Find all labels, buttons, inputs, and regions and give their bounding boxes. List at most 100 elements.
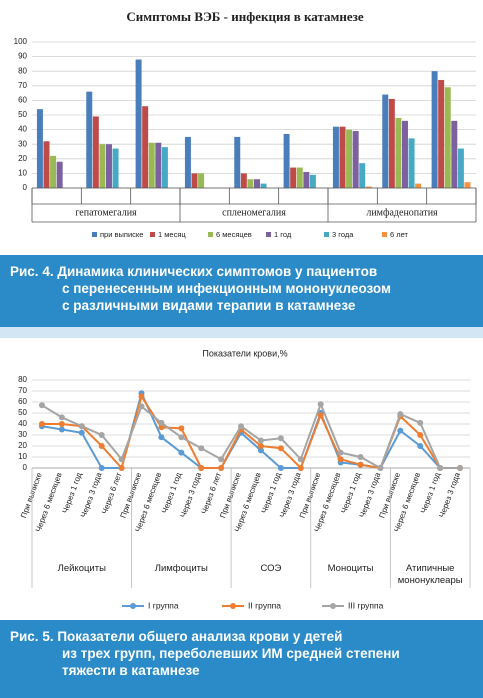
caption-line: Рис. 5. Показатели общего анализа крови … — [10, 629, 343, 644]
group-label: Лейкоциты — [57, 563, 106, 574]
point — [257, 443, 264, 449]
caption-line: с различными видами терапии в катамнезе — [62, 298, 356, 313]
bar — [346, 129, 353, 188]
legend-swatch — [382, 232, 387, 237]
bar — [260, 183, 267, 188]
bar — [36, 109, 43, 188]
y-tick-label: 90 — [18, 52, 27, 61]
point — [277, 465, 284, 471]
y-tick-label: 60 — [18, 397, 27, 406]
bar — [191, 173, 198, 188]
y-tick-label: 70 — [18, 386, 27, 395]
legend-label: 6 лет — [390, 230, 409, 239]
bar — [92, 116, 99, 188]
bar — [43, 141, 50, 188]
y-tick-label: 10 — [18, 452, 27, 461]
chart-title: Симптомы ВЭБ - инфекция в катамнезе — [126, 9, 363, 24]
point — [357, 454, 364, 460]
point — [98, 465, 105, 471]
point — [218, 465, 225, 471]
bar — [106, 144, 112, 188]
point — [98, 432, 105, 438]
bar — [296, 167, 303, 188]
point — [198, 445, 205, 452]
caption-line: из трех групп, переболевших ИМ средней с… — [62, 646, 400, 661]
x-tick-label: Через 1 год — [160, 471, 183, 515]
bar — [415, 183, 422, 188]
bar — [56, 161, 63, 188]
point — [158, 419, 165, 426]
y-tick-label: 40 — [18, 125, 27, 134]
legend-label: II группа — [248, 600, 281, 610]
legend-label: 3 года — [332, 230, 354, 239]
point — [257, 447, 264, 454]
y-tick-label: 0 — [23, 183, 28, 192]
point — [297, 465, 304, 471]
point — [178, 425, 185, 432]
y-tick-label: 70 — [18, 81, 27, 90]
bar — [457, 148, 464, 188]
bar — [365, 186, 372, 188]
legend-label: при выписке — [100, 230, 143, 239]
point — [58, 414, 65, 421]
legend-marker — [230, 603, 236, 609]
point — [417, 443, 424, 449]
bar — [339, 126, 346, 188]
point — [38, 421, 45, 427]
chart: Симптомы ВЭБ - инфекция в катамнезе 0 10 20… — [14, 9, 477, 239]
legend-swatch — [208, 232, 213, 237]
y-tick-label: 80 — [18, 66, 27, 75]
bar — [161, 147, 168, 188]
legend-label: III группа — [348, 600, 384, 610]
bar — [135, 59, 142, 188]
y-tick-label: 20 — [18, 154, 27, 163]
legend-marker — [330, 603, 336, 609]
legend-swatch — [150, 232, 155, 237]
bar — [464, 182, 471, 188]
point — [138, 403, 145, 410]
point — [337, 449, 344, 456]
bar — [438, 79, 445, 188]
bar — [198, 173, 205, 188]
bar — [86, 91, 93, 188]
legend-swatch — [92, 232, 97, 237]
point — [457, 465, 464, 471]
y-tick-label: 30 — [18, 139, 27, 148]
caption-line: Рис. 4. Динамика клинических симптомов у… — [10, 264, 378, 279]
x-tick-label: Через 1 год — [260, 471, 283, 515]
caption: Рис. 4. Динамика клинических симптомов у… — [0, 255, 483, 327]
chart-panel: Показатели крови,% 0 10 20 30 40 50 60 70 80 При в… — [0, 338, 483, 620]
point — [417, 419, 424, 426]
bar — [382, 94, 389, 188]
point — [317, 401, 324, 408]
bar — [402, 120, 408, 188]
y-tick-label: 30 — [18, 430, 27, 439]
point — [257, 437, 264, 444]
group-label: лимфаденопатия — [366, 207, 438, 218]
y-tick-label: 100 — [14, 37, 28, 46]
point — [178, 449, 185, 456]
y-tick-label: 50 — [18, 110, 27, 119]
point — [277, 445, 284, 452]
point — [238, 423, 245, 430]
x-tick-label: Через 3 года — [437, 471, 462, 519]
bar — [155, 142, 162, 188]
bar — [290, 167, 297, 188]
legend-label: I группа — [148, 600, 179, 610]
point — [78, 429, 85, 436]
bar — [240, 173, 247, 188]
x-tick-label: Через 1 год — [339, 471, 362, 515]
point — [218, 456, 225, 463]
group-label: Лимфоциты — [154, 563, 208, 574]
point — [58, 426, 65, 433]
group-label: СОЭ — [260, 563, 282, 574]
point — [417, 432, 424, 438]
group-label: Атипичные мононуклеары — [397, 563, 463, 586]
bar — [247, 179, 254, 188]
x-tick-label: Через 6 лет — [200, 471, 223, 515]
point — [158, 434, 165, 441]
point — [397, 427, 404, 434]
chart-title: Показатели крови,% — [202, 348, 287, 358]
bar — [148, 142, 155, 188]
